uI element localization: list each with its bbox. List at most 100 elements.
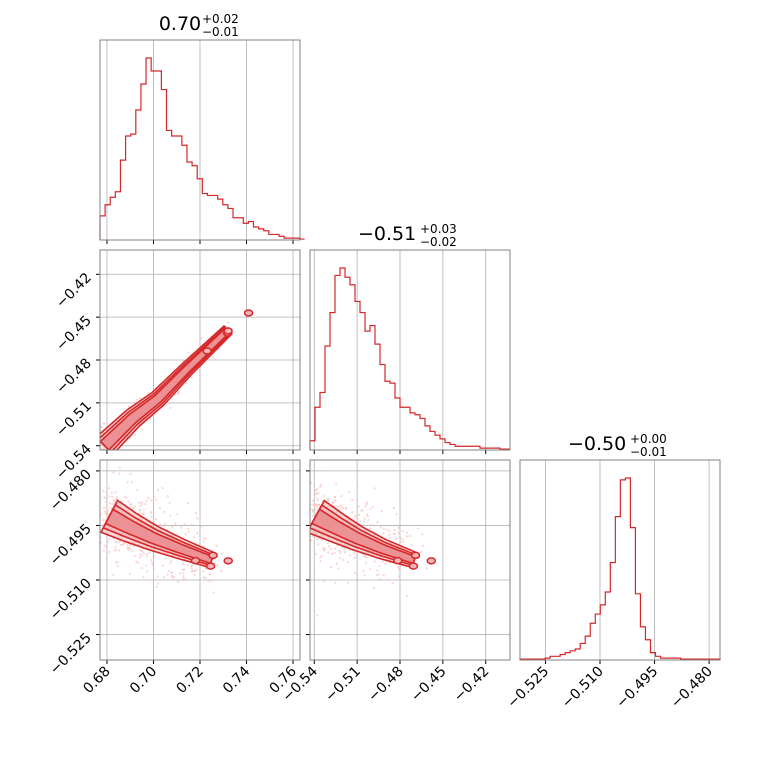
- scatter-point: [108, 495, 111, 498]
- scatter-point: [420, 550, 423, 553]
- panel-pair-2-0-data: [92, 466, 233, 594]
- scatter-point: [101, 519, 105, 522]
- scatter-point: [102, 549, 105, 552]
- scatter-point: [138, 396, 142, 400]
- scatter-point: [137, 561, 140, 564]
- histogram-bin: [167, 130, 172, 240]
- scatter-point: [355, 554, 358, 557]
- scatter-point: [190, 570, 193, 573]
- scatter-point: [335, 562, 339, 565]
- scatter-point: [177, 580, 180, 583]
- scatter-point: [200, 525, 203, 528]
- scatter-point: [395, 513, 398, 516]
- histogram-bin: [335, 275, 340, 450]
- panel-pair-2-0-tick-label-y: −0.495: [47, 521, 95, 569]
- scatter-point: [168, 402, 171, 405]
- panel-pair-2-0-tick-label-y: −0.525: [47, 630, 95, 678]
- scatter-point: [195, 568, 198, 571]
- panel-pair-2-0-tick-label-x: 0.72: [173, 664, 206, 697]
- scatter-point: [331, 552, 334, 556]
- scatter-point: [356, 518, 359, 521]
- scatter-point: [405, 531, 409, 534]
- scatter-point: [335, 483, 338, 486]
- scatter-point: [353, 556, 356, 560]
- histogram-bin: [136, 110, 141, 240]
- scatter-point: [128, 503, 132, 506]
- scatter-point: [363, 574, 366, 577]
- scatter-point: [399, 537, 403, 540]
- scatter-point: [339, 551, 342, 554]
- scatter-point: [145, 499, 148, 502]
- scatter-point: [163, 522, 166, 526]
- scatter-point: [112, 471, 115, 474]
- scatter-point: [302, 501, 304, 503]
- scatter-point: [395, 537, 398, 541]
- histogram-bin: [580, 643, 585, 660]
- histogram-step-line: [309, 267, 510, 450]
- panel-pair-1-0-tick-label-y: −0.48: [53, 356, 95, 398]
- scatter-point: [328, 545, 331, 548]
- scatter-point: [155, 498, 158, 501]
- scatter-point: [114, 540, 117, 544]
- panel-diag-2-title-main: −0.50: [568, 433, 626, 455]
- panel-diag-1: −0.51 +0.03 −0.02: [358, 222, 457, 249]
- scatter-point: [388, 529, 391, 533]
- contour-island: [208, 551, 218, 560]
- scatter-point: [402, 538, 405, 541]
- scatter-point: [334, 581, 337, 584]
- scatter-point: [186, 502, 190, 505]
- scatter-point: [401, 530, 404, 533]
- scatter-point: [221, 552, 224, 555]
- scatter-point: [117, 541, 120, 544]
- histogram-bin: [610, 563, 615, 660]
- scatter-point: [95, 514, 97, 516]
- scatter-point: [391, 582, 394, 585]
- scatter-point: [135, 398, 138, 402]
- contour-island: [190, 556, 201, 565]
- scatter-point: [182, 568, 186, 571]
- scatter-point: [340, 495, 343, 498]
- scatter-point: [92, 521, 94, 523]
- scatter-point: [381, 560, 384, 563]
- scatter-point: [158, 523, 161, 526]
- scatter-point: [193, 536, 196, 539]
- scatter-point: [138, 509, 141, 512]
- panel-pair-2-1-tick-label-x: −0.45: [408, 664, 450, 706]
- panel-diag-0-title-main: 0.70: [159, 13, 201, 35]
- scatter-point: [156, 488, 159, 492]
- histogram-bin: [585, 636, 590, 660]
- scatter-point: [316, 497, 319, 500]
- histogram-bin: [115, 192, 120, 240]
- histogram-bin: [395, 398, 400, 450]
- scatter-point: [161, 564, 165, 567]
- scatter-point: [405, 594, 408, 597]
- scatter-point: [125, 496, 128, 499]
- scatter-point: [151, 561, 154, 564]
- scatter-point: [114, 548, 118, 552]
- histogram-bin: [330, 313, 335, 450]
- scatter-point: [417, 527, 420, 530]
- scatter-point: [307, 510, 309, 512]
- panel-diag-0-title-sup: +0.02: [202, 12, 239, 26]
- contour-island: [408, 562, 419, 570]
- scatter-point: [314, 490, 317, 493]
- scatter-point: [126, 543, 129, 547]
- panel-pair-1-0-tick-label-y: −0.45: [53, 313, 95, 355]
- scatter-point: [141, 512, 144, 515]
- scatter-point: [313, 508, 317, 511]
- scatter-point: [131, 550, 134, 553]
- scatter-point: [320, 554, 323, 558]
- scatter-point: [373, 560, 377, 563]
- scatter-point: [212, 356, 215, 359]
- scatter-point: [135, 560, 138, 563]
- scatter-point: [333, 551, 336, 555]
- scatter-point: [317, 543, 320, 546]
- histogram-bin: [100, 216, 105, 240]
- scatter-point: [112, 537, 115, 540]
- scatter-point: [338, 505, 341, 508]
- histogram-bin: [390, 383, 395, 450]
- panel-diag-2-tick-label-x: −0.510: [559, 664, 607, 712]
- panel-pair-2-0-tick-label-x: 0.68: [80, 664, 113, 697]
- histogram-bin: [269, 234, 274, 240]
- panel-pair-2-0-tick-label-y: −0.510: [47, 576, 95, 624]
